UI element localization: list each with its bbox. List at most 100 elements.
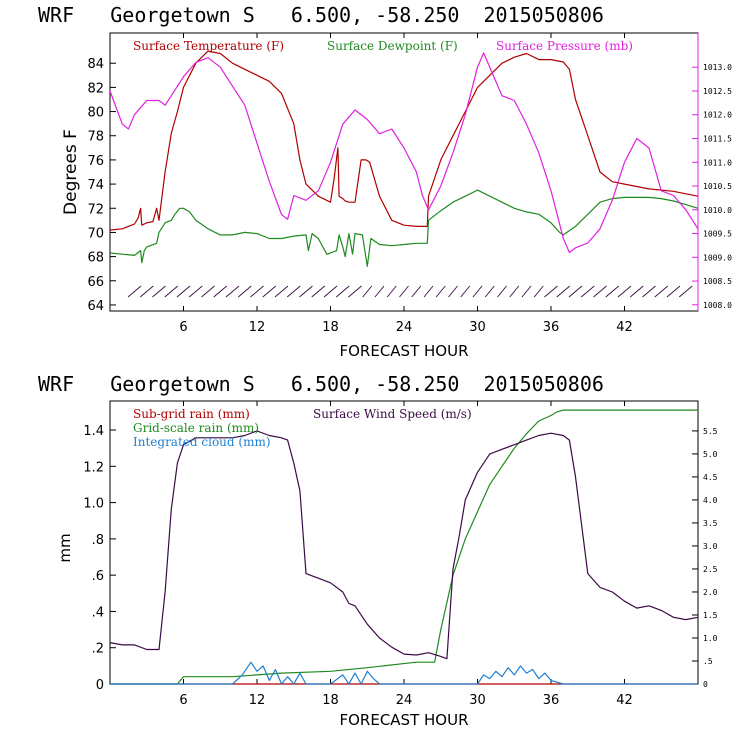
x-tick-label: 24 [396, 693, 413, 708]
wind-barb [374, 285, 385, 298]
y-tick-label: 64 [87, 299, 104, 314]
x-tick-label: 18 [322, 693, 339, 708]
y2-tick-label: 3.0 [703, 542, 718, 551]
legend-subgrid-rain: Sub-grid rain (mm) [133, 407, 250, 421]
wind-barb [605, 285, 620, 298]
y-tick-label: 78 [87, 130, 104, 145]
wind-barb [666, 285, 681, 298]
y2-tick-label: 2.5 [703, 565, 718, 574]
chart1-y-ticks: 64 66 68 70 72 74 76 78 80 82 84 [87, 57, 116, 314]
y-tick-label: 66 [87, 275, 104, 290]
y-tick-label: 1.2 [83, 460, 104, 475]
wind-barb [286, 285, 301, 298]
y-tick-label: .4 [92, 605, 104, 620]
y2-tick-label: 3.5 [703, 519, 718, 528]
y2-tick-label: 1010.5 [703, 182, 732, 191]
legend-wind-speed: Surface Wind Speed (m/s) [313, 407, 472, 421]
wind-barb [176, 285, 191, 298]
chart1-ylabel: Degrees F [61, 129, 81, 215]
y-tick-label: .6 [92, 569, 104, 584]
wind-barb [152, 285, 166, 298]
wind-barb [323, 285, 338, 298]
legend-integrated-cloud: Integrated cloud (mm) [133, 435, 271, 449]
x-tick-label: 36 [543, 320, 560, 335]
wind-barb [399, 285, 409, 298]
grid-scale-rain-line [110, 409, 698, 685]
y-tick-label: 72 [87, 202, 104, 217]
wind-barb [678, 285, 693, 298]
wind-barb [484, 285, 495, 298]
y-tick-label: 84 [87, 57, 104, 72]
wind-barb [556, 285, 571, 298]
wind-barb [472, 285, 483, 298]
y2-tick-label: 5.0 [703, 450, 718, 459]
wind-barb [299, 285, 313, 298]
chart1-plot-frame [109, 32, 699, 312]
wind-barb [497, 285, 507, 298]
x-tick-label: 36 [543, 693, 560, 708]
x-tick-label: 6 [179, 693, 187, 708]
wind-barb [250, 285, 264, 298]
chart1-wind-barbs [127, 285, 693, 298]
surface-temperature-line [109, 50, 699, 231]
chart2-y2-ticks: 0 .5 1.0 1.5 2.0 2.5 3.0 3.5 4.0 4.5 5.0 5.5 [692, 427, 718, 689]
y2-tick-label: 1012.5 [703, 87, 732, 96]
legend-surface-dewpoint: Surface Dewpoint (F) [327, 39, 458, 53]
wind-barb [164, 285, 179, 298]
chart2-xlabel: FORECAST HOUR [339, 711, 468, 729]
chart1-x-ticks: 6 12 18 24 30 36 42 [179, 33, 633, 335]
wind-barb [274, 285, 289, 298]
surface-pressure-line [109, 52, 699, 254]
wind-barb [201, 285, 215, 298]
chart1-series [109, 50, 699, 267]
wind-barb [533, 285, 544, 298]
y-tick-label: 1.0 [83, 497, 104, 512]
y2-tick-label: 2.0 [703, 588, 718, 597]
y-tick-label: 80 [87, 106, 104, 121]
wind-barb [362, 285, 373, 298]
y2-tick-label: .5 [703, 657, 713, 666]
x-tick-label: 24 [396, 320, 413, 335]
x-tick-label: 12 [249, 693, 266, 708]
precip-chart: WRF Georgetown S 6.500, -58.250 20150508… [38, 372, 718, 729]
surface-wind-speed-line [109, 430, 699, 660]
wind-barb [435, 285, 446, 298]
y-tick-label: 0 [96, 678, 104, 693]
wind-barb [448, 285, 458, 298]
x-tick-label: 6 [179, 320, 187, 335]
y-tick-label: .2 [92, 642, 104, 657]
y2-tick-label: 1.0 [703, 634, 718, 643]
y2-tick-label: 1010.0 [703, 206, 732, 215]
wind-barb [262, 285, 277, 298]
y2-tick-label: 1008.0 [703, 301, 732, 310]
wind-barb [335, 285, 350, 298]
x-tick-label: 42 [616, 693, 633, 708]
y2-tick-label: 1011.0 [703, 158, 732, 167]
legend-gridscale-rain: Grid-scale rain (mm) [133, 421, 259, 435]
y-tick-label: 70 [87, 226, 104, 241]
y-tick-label: .8 [92, 533, 104, 548]
chart2-title: WRF Georgetown S 6.500, -58.250 20150508… [38, 372, 604, 396]
wind-barb [460, 285, 471, 298]
y2-tick-label: 1009.5 [703, 230, 732, 239]
y-tick-label: 74 [87, 178, 104, 193]
y-tick-label: 82 [87, 81, 104, 96]
wind-barb [423, 285, 434, 298]
chart2-series [109, 409, 699, 685]
y2-tick-label: 1.5 [703, 611, 718, 620]
wind-barb [213, 285, 228, 298]
wind-barb [237, 285, 252, 298]
wind-barb [509, 285, 520, 298]
wind-barb [348, 285, 362, 298]
wind-barb [225, 285, 240, 298]
surface-dewpoint-line [109, 189, 699, 267]
wind-barb [642, 285, 656, 298]
chart1-xlabel: FORECAST HOUR [339, 342, 468, 360]
y2-tick-label: 0 [703, 680, 708, 689]
y2-tick-label: 1009.0 [703, 253, 732, 262]
legend-surface-temperature: Surface Temperature (F) [133, 39, 284, 53]
wind-barb [593, 285, 607, 298]
x-tick-label: 30 [469, 320, 486, 335]
chart2-x-ticks: 6 12 18 24 30 36 42 [179, 401, 633, 708]
chart2-y-ticks: 0 .2 .4 .6 .8 1.0 1.2 1.4 [83, 424, 116, 693]
